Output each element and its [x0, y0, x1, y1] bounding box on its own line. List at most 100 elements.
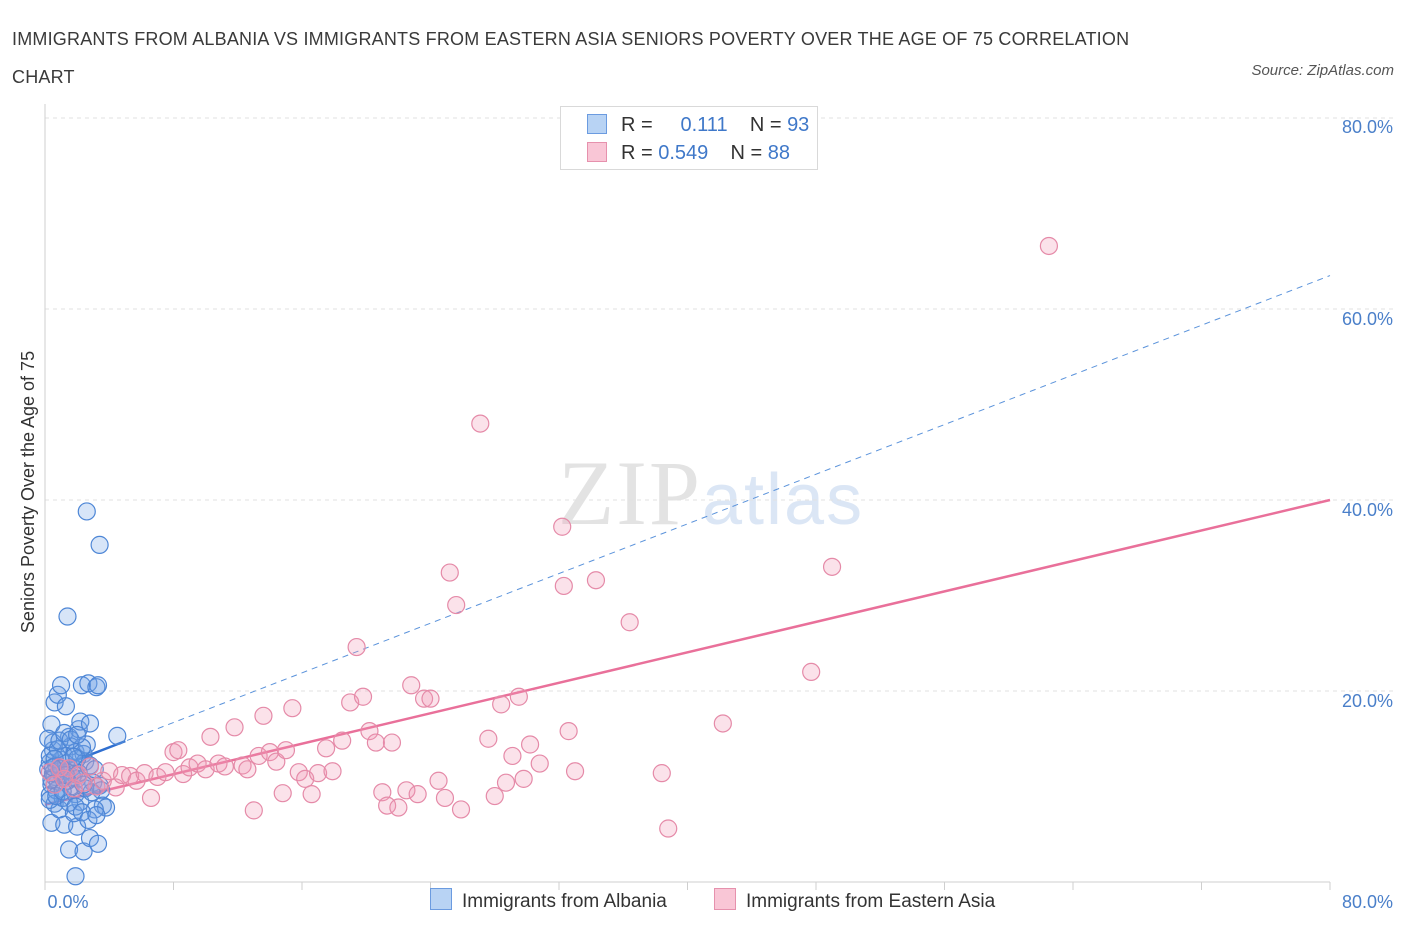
eastern-asia-point-57: [402, 676, 421, 695]
eastern-asia-point-42: [302, 785, 321, 804]
eastern-asia-point-33: [249, 746, 268, 766]
albania-point-49: [68, 817, 87, 836]
eastern-asia-point-53: [378, 796, 397, 815]
eastern-asia-point-67: [479, 729, 498, 748]
eastern-asia-point-86: [822, 557, 842, 576]
albania-n-value: 93: [787, 114, 810, 136]
eastern-asia-point-50: [360, 722, 379, 741]
eastern-asia-point-83: [659, 819, 678, 838]
eastern-asia-point-29: [225, 718, 244, 737]
points-eastern-asia: [40, 236, 1059, 838]
eastern-asia-point-19: [156, 763, 175, 782]
eastern-asia-point-59: [414, 689, 434, 708]
eastern-asia-point-8: [80, 757, 100, 776]
eastern-asia-point-61: [429, 771, 448, 790]
eastern-asia-point-70: [496, 773, 516, 792]
albania-point-13: [42, 715, 61, 734]
eastern-asia-point-74: [520, 735, 540, 754]
eastern-asia-point-51: [366, 733, 385, 752]
eastern-asia-point-79: [565, 762, 585, 781]
grid-lines: [45, 117, 1395, 692]
albania-point-35: [88, 676, 108, 695]
eastern-asia-point-82: [652, 764, 671, 783]
tick-labels: 20.0% 40.0% 60.0% 80.0% 0.0% 80.0%: [47, 117, 1393, 912]
eastern-asia-point-21: [169, 741, 188, 760]
eastern-asia-point-22: [174, 764, 193, 784]
eastern-asia-point-2: [50, 758, 69, 777]
legend-row-albania: R = 0.111 N = 93: [587, 111, 809, 139]
eastern-asia-point-38: [276, 741, 296, 760]
albania-point-52: [88, 834, 108, 853]
eastern-asia-point-39: [283, 699, 302, 718]
eastern-asia-point-1: [45, 775, 64, 794]
eastern-asia-point-26: [201, 727, 220, 746]
eastern-asia-point-54: [382, 733, 402, 752]
x-tick-label-0: 0.0%: [47, 892, 88, 912]
eastern-asia-r-label: R =: [621, 142, 653, 164]
eastern-asia-point-32: [244, 801, 263, 820]
eastern-asia-point-31: [238, 760, 257, 779]
eastern-asia-point-85: [802, 662, 821, 682]
eastern-asia-point-80: [586, 571, 606, 590]
watermark-zip: ZIP: [558, 442, 702, 544]
albania-point-90: [66, 867, 85, 886]
albania-point-16: [51, 676, 71, 695]
y-tick-label-40: 40.0%: [1342, 500, 1393, 520]
eastern-asia-point-81: [620, 613, 639, 632]
eastern-asia-point-34: [254, 706, 273, 725]
eastern-asia-point-69: [492, 695, 511, 714]
bottom-albania-label: Immigrants from Albania: [462, 891, 667, 912]
eastern-asia-n-label: N =: [730, 142, 763, 164]
eastern-asia-point-60: [421, 689, 440, 708]
eastern-asia-point-4: [59, 759, 79, 778]
albania-point-26: [72, 676, 92, 695]
bottom-legend-albania: Immigrants from Albania: [430, 888, 667, 913]
eastern-asia-n-value: 88: [767, 142, 791, 164]
albania-point-87: [72, 803, 92, 822]
eastern-asia-point-65: [451, 800, 471, 819]
legend-row-eastern-asia: R = 0.549 N = 88: [587, 139, 790, 167]
eastern-asia-point-58: [408, 785, 427, 804]
eastern-asia-point-17: [141, 788, 161, 808]
albania-point-41: [58, 607, 77, 626]
eastern-asia-point-43: [308, 764, 328, 783]
source-label: Source: ZipAtlas.com: [1251, 62, 1394, 79]
eastern-asia-point-78: [559, 722, 578, 741]
stats-legend: R = 0.111 N = 93 R = 0.549 N = 88: [560, 106, 818, 170]
eastern-asia-point-76: [553, 517, 572, 536]
eastern-asia-trend: [44, 498, 1331, 806]
eastern-asia-point-84: [713, 714, 732, 733]
albania-r-label: R =: [621, 114, 653, 136]
albania-trend-dashed: [44, 275, 1331, 773]
eastern-asia-point-63: [440, 563, 459, 582]
eastern-asia-point-71: [503, 746, 522, 766]
eastern-asia-swatch: [587, 142, 607, 162]
x-tick-label-80: 80.0%: [1342, 892, 1393, 912]
albania-point-40: [80, 714, 100, 733]
albania-point-81: [68, 725, 87, 745]
y-tick-label-60: 60.0%: [1342, 309, 1393, 329]
bottom-eastern-asia-label: Immigrants from Eastern Asia: [746, 891, 996, 912]
albania-point-75: [64, 747, 84, 766]
albania-point-42: [77, 502, 96, 521]
eastern-asia-point-40: [289, 763, 308, 782]
eastern-asia-point-49: [353, 687, 373, 706]
eastern-asia-point-64: [447, 595, 466, 615]
albania-n-label: N =: [749, 114, 782, 136]
eastern-asia-point-48: [347, 637, 366, 657]
eastern-asia-point-44: [316, 739, 336, 758]
y-tick-label-20: 20.0%: [1342, 691, 1393, 711]
albania-point-43: [90, 535, 109, 554]
bottom-legend-eastern-asia: Immigrants from Eastern Asia: [714, 888, 995, 913]
eastern-asia-point-77: [554, 576, 573, 596]
eastern-asia-point-68: [485, 786, 504, 806]
eastern-asia-point-55: [389, 798, 408, 817]
eastern-asia-point-35: [260, 743, 279, 762]
eastern-asia-point-56: [397, 781, 416, 800]
eastern-asia-point-52: [373, 783, 392, 802]
albania-point-17: [56, 697, 75, 716]
albania-point-53: [96, 798, 116, 817]
eastern-asia-point-66: [471, 414, 490, 433]
albania-r-value: 0.111: [680, 114, 728, 136]
